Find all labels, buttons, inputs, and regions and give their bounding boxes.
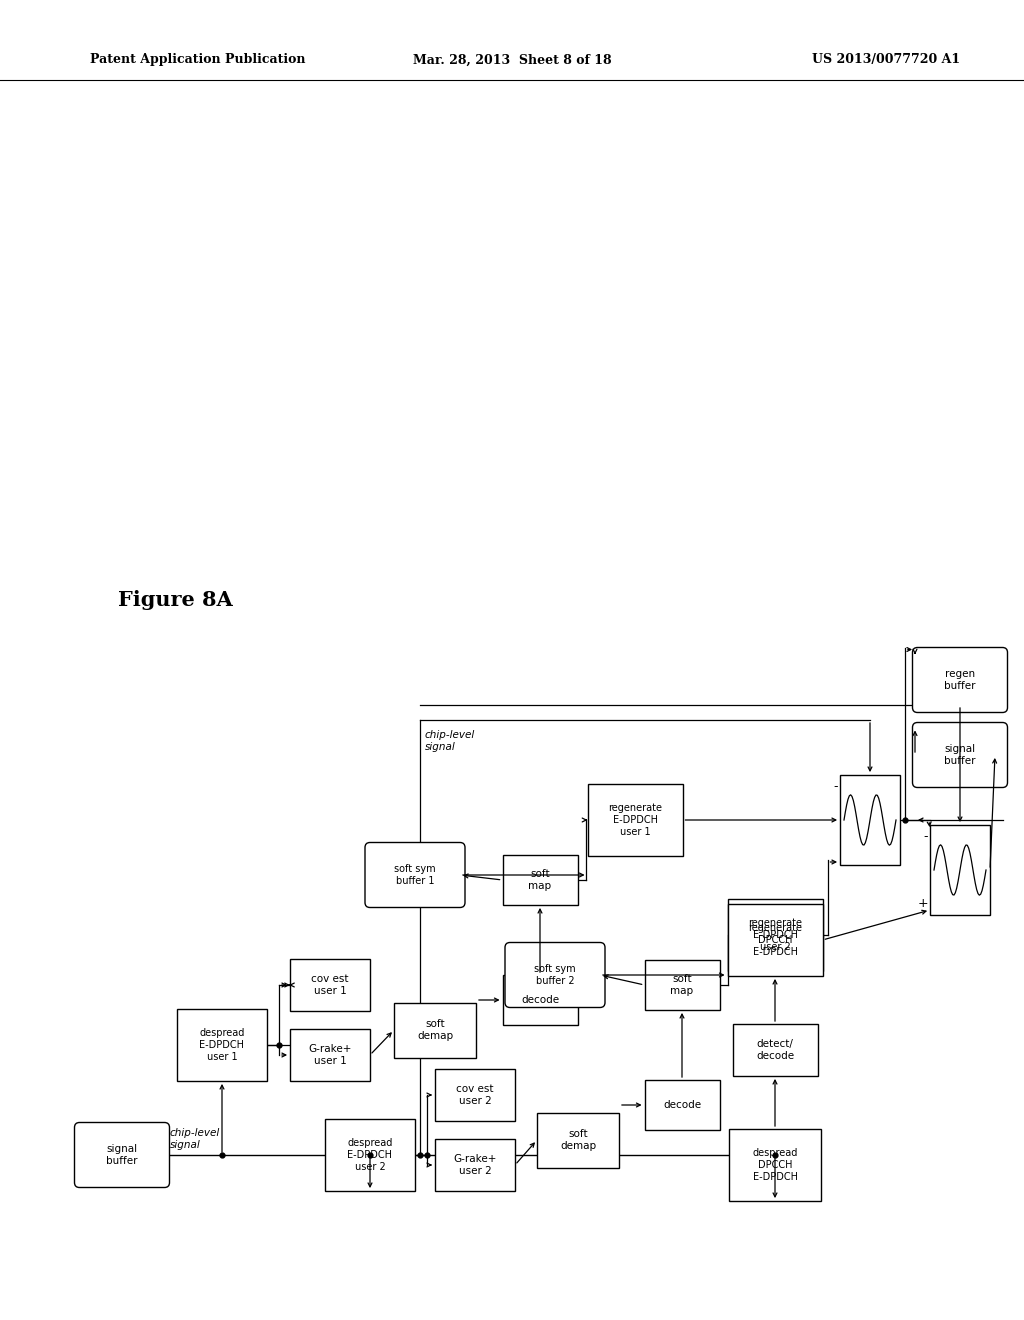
Text: G-rake+
user 2: G-rake+ user 2 (454, 1154, 497, 1176)
Text: regenerate
DPCCH
E-DPDCH: regenerate DPCCH E-DPDCH (748, 924, 802, 957)
Bar (727, 899, 822, 972)
Text: soft sym
buffer 1: soft sym buffer 1 (394, 865, 436, 886)
Bar (732, 1024, 817, 1076)
Text: decode: decode (663, 1100, 701, 1110)
Text: soft
demap: soft demap (417, 1019, 453, 1040)
Bar (503, 855, 578, 906)
Text: decode: decode (521, 995, 559, 1005)
Text: signal
buffer: signal buffer (944, 744, 976, 766)
Text: -: - (834, 780, 838, 793)
Text: despread
DPCCH
E-DPDCH: despread DPCCH E-DPDCH (753, 1148, 798, 1181)
FancyBboxPatch shape (75, 1122, 170, 1188)
Bar (930, 825, 990, 915)
Text: US 2013/0077720 A1: US 2013/0077720 A1 (812, 54, 961, 66)
FancyBboxPatch shape (505, 942, 605, 1007)
Text: regenerate
E-DPDCH
user 1: regenerate E-DPDCH user 1 (608, 804, 662, 837)
Bar (290, 960, 370, 1011)
Text: despread
E-DPDCH
user 2: despread E-DPDCH user 2 (347, 1138, 392, 1172)
Bar (727, 904, 822, 975)
Bar (325, 1119, 415, 1191)
Text: chip-level
signal: chip-level signal (170, 1129, 220, 1150)
Text: soft
map: soft map (671, 974, 693, 995)
Text: Mar. 28, 2013  Sheet 8 of 18: Mar. 28, 2013 Sheet 8 of 18 (413, 54, 611, 66)
FancyBboxPatch shape (912, 722, 1008, 788)
Bar (290, 1030, 370, 1081)
FancyBboxPatch shape (912, 648, 1008, 713)
Text: soft
demap: soft demap (560, 1129, 596, 1151)
Text: soft sym
buffer 2: soft sym buffer 2 (535, 964, 575, 986)
Bar (435, 1139, 515, 1191)
Text: cov est
user 2: cov est user 2 (457, 1084, 494, 1106)
Bar (394, 1002, 476, 1057)
Bar (729, 1129, 821, 1201)
FancyBboxPatch shape (365, 842, 465, 908)
Text: signal
buffer: signal buffer (106, 1144, 138, 1166)
Text: cov est
user 1: cov est user 1 (311, 974, 349, 995)
Text: soft
map: soft map (528, 869, 552, 891)
Bar (435, 1069, 515, 1121)
Text: chip-level
signal: chip-level signal (425, 730, 475, 751)
Bar (840, 775, 900, 865)
Text: +: + (918, 898, 928, 909)
Bar (503, 975, 578, 1026)
Text: regen
buffer: regen buffer (944, 669, 976, 690)
Text: Figure 8A: Figure 8A (118, 590, 232, 610)
Text: regenerate
E-DPDCH
user 2: regenerate E-DPDCH user 2 (748, 919, 802, 952)
Bar (644, 1080, 720, 1130)
Text: -: - (924, 830, 928, 843)
Bar (644, 960, 720, 1010)
Bar (537, 1113, 618, 1167)
Bar (588, 784, 683, 855)
Text: detect/
decode: detect/ decode (756, 1039, 794, 1061)
Bar (177, 1008, 267, 1081)
Text: despread
E-DPDCH
user 1: despread E-DPDCH user 1 (200, 1028, 245, 1061)
Text: Patent Application Publication: Patent Application Publication (90, 54, 305, 66)
Text: G-rake+
user 1: G-rake+ user 1 (308, 1044, 351, 1065)
